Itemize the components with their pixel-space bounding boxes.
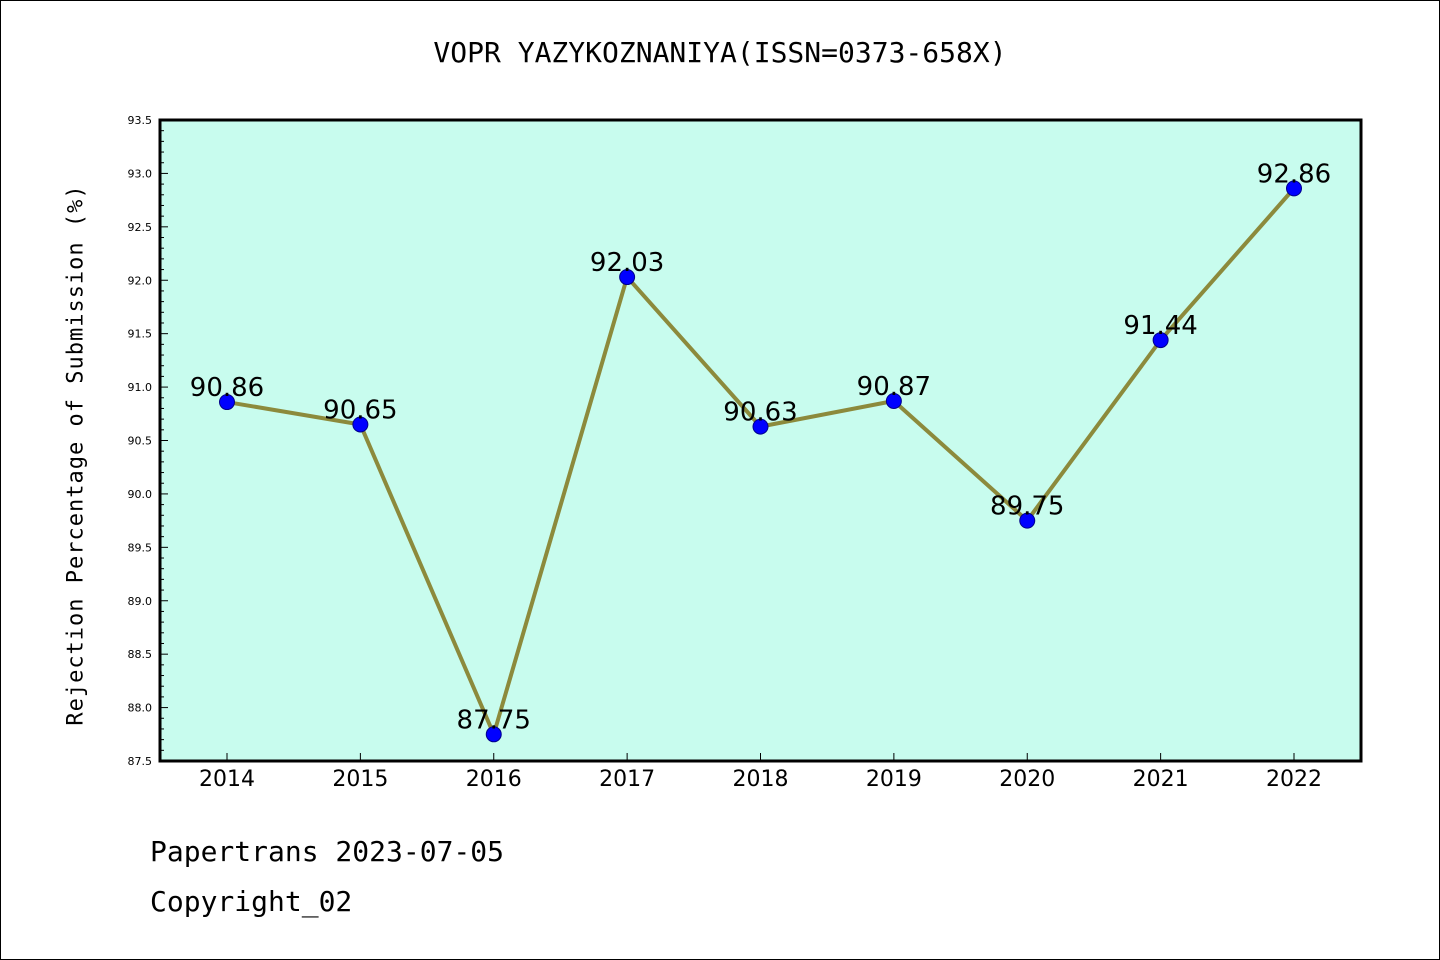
y-tick-label: 89.5 (128, 541, 153, 554)
data-label: 90.87 (857, 372, 931, 402)
data-label: 92.03 (590, 248, 664, 278)
x-tick-label: 2017 (599, 767, 655, 792)
y-tick-label: 90.0 (128, 488, 153, 501)
x-tick-label: 2016 (466, 767, 522, 792)
y-axis: 87.5 88.0 88.5 89.0 89.5 90.0 90.5 91.0 91.5 92.0… (128, 114, 168, 768)
plot-area (160, 120, 1361, 761)
x-axis: 2014 2015 2016 2017 2018 2019 2020 2021 2022 (199, 753, 1322, 792)
data-point (1019, 512, 1036, 529)
data-label: 89.75 (990, 492, 1064, 522)
data-point (352, 416, 369, 433)
data-point (885, 392, 902, 409)
y-tick-label: 92.5 (128, 221, 153, 234)
y-tick-label: 88.5 (128, 648, 153, 661)
y-tick-label: 90.5 (128, 435, 153, 448)
x-tick-label: 2022 (1266, 767, 1322, 792)
y-tick-label: 91.5 (128, 328, 153, 341)
data-label: 92.86 (1257, 159, 1331, 189)
data-label: 87.75 (457, 705, 531, 735)
data-label: 90.65 (323, 395, 397, 425)
x-tick-label: 2015 (332, 767, 388, 792)
y-tick-label: 91.0 (128, 381, 153, 394)
y-tick-label: 88.0 (128, 702, 153, 715)
chart-title: VOPR YAZYKOZNANIYA(ISSN=0373-658X) (433, 36, 1007, 69)
y-tick-label: 87.5 (128, 755, 153, 768)
data-point (219, 394, 235, 411)
y-tick-label: 89.0 (128, 595, 153, 608)
x-tick-label: 2021 (1133, 767, 1189, 792)
y-tick-label: 93.0 (128, 167, 153, 180)
x-tick-label: 2020 (999, 767, 1055, 792)
data-point (619, 269, 636, 286)
y-tick-label: 92.0 (128, 274, 153, 287)
x-tick-label: 2018 (733, 767, 789, 792)
y-tick-label: 93.5 (128, 114, 153, 127)
data-series: 90.86 90.65 87.75 92.03 90.63 90.87 89.75 91.44… (190, 159, 1331, 743)
data-label: 91.44 (1123, 311, 1197, 341)
x-tick-label: 2019 (866, 767, 922, 792)
x-tick-label: 2014 (199, 767, 255, 792)
data-point (1152, 332, 1169, 349)
data-point (485, 726, 502, 743)
data-point (1286, 180, 1302, 197)
data-point (752, 418, 769, 435)
footer-date: Papertrans 2023-07-05 (150, 835, 505, 868)
footer-copyright: Copyright_02 (150, 885, 353, 918)
data-label: 90.63 (723, 398, 797, 428)
plot-border (158, 118, 1363, 763)
data-label: 90.86 (190, 373, 264, 403)
